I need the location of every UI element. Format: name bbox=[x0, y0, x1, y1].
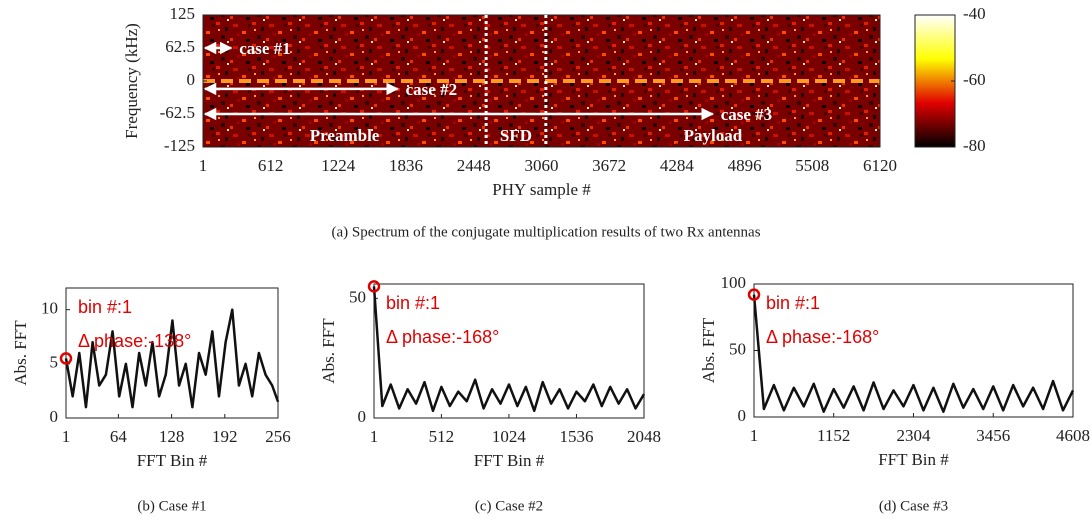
colorbar-tick-label: -80 bbox=[963, 136, 986, 155]
x-tick-label: 5508 bbox=[795, 156, 829, 175]
x-tick-label: 4284 bbox=[660, 156, 695, 175]
annotation: Δ phase:-168° bbox=[386, 327, 499, 347]
x-tick-label: 4608 bbox=[1056, 426, 1090, 445]
peak-marker bbox=[747, 288, 761, 301]
peak-marker bbox=[59, 352, 73, 365]
region-label: SFD bbox=[500, 126, 532, 145]
x-tick-label: 1024 bbox=[492, 427, 527, 446]
y-tick-label: 62.5 bbox=[165, 37, 195, 56]
x-tick-label: 612 bbox=[258, 156, 284, 175]
x-tick-label: 2448 bbox=[457, 156, 491, 175]
colorbar-tick-label: -40 bbox=[963, 4, 986, 23]
x-axis-label: FFT Bin # bbox=[474, 451, 545, 470]
x-tick-label: 128 bbox=[159, 427, 185, 446]
x-tick-label: 3672 bbox=[592, 156, 626, 175]
y-axis-label: Frequency (kHz) bbox=[122, 23, 141, 139]
x-tick-label: 512 bbox=[429, 427, 455, 446]
y-tick-label: 100 bbox=[721, 273, 747, 292]
case-label: case #1 bbox=[239, 39, 290, 58]
x-tick-label: 1536 bbox=[559, 427, 593, 446]
peak-marker bbox=[367, 280, 381, 293]
annotation: bin #:1 bbox=[78, 297, 132, 317]
caption: (d) Case #3 bbox=[879, 498, 948, 514]
x-tick-label: 1 bbox=[750, 426, 759, 445]
case-label: case #3 bbox=[721, 105, 772, 124]
charts: 1 612 1224 1836 2448 3060 3672 4284 4896 5508 6120… bbox=[11, 4, 1090, 515]
y-axis-label: Abs. FFT bbox=[319, 318, 338, 384]
region-label: Payload bbox=[684, 126, 743, 145]
x-tick-label: 256 bbox=[265, 427, 291, 446]
annotation: Δ phase:-138° bbox=[78, 331, 191, 351]
y-tick-label: -125 bbox=[164, 136, 195, 155]
fft-line bbox=[372, 286, 646, 413]
y-tick-label: -62.5 bbox=[160, 103, 195, 122]
annotation: Δ phase:-168° bbox=[766, 327, 879, 347]
y-tick-label: 0 bbox=[738, 406, 747, 425]
region-label: Preamble bbox=[310, 126, 380, 145]
y-tick-label: 0 bbox=[358, 407, 367, 426]
x-tick-label: 1224 bbox=[321, 156, 356, 175]
caption: (b) Case #1 bbox=[137, 498, 206, 514]
y-axis-label: Abs. FFT bbox=[699, 317, 718, 383]
x-tick-label: 192 bbox=[212, 427, 238, 446]
x-tick-label: 1 bbox=[370, 427, 379, 446]
x-axis-label: FFT Bin # bbox=[878, 450, 949, 469]
annotation: bin #:1 bbox=[766, 293, 820, 313]
x-axis-label: PHY sample # bbox=[492, 180, 591, 199]
y-tick-label: 10 bbox=[41, 299, 58, 318]
fft-line bbox=[752, 294, 1075, 413]
x-tick-label: 4896 bbox=[728, 156, 762, 175]
x-tick-label: 1 bbox=[199, 156, 208, 175]
y-tick-label: 125 bbox=[170, 4, 196, 23]
caption: (c) Case #2 bbox=[475, 498, 543, 514]
fft-line bbox=[64, 308, 280, 409]
y-axis-label: Abs. FFT bbox=[11, 320, 30, 386]
plot-frame bbox=[202, 14, 881, 148]
x-tick-label: 1836 bbox=[389, 156, 423, 175]
x-tick-label: 2048 bbox=[627, 427, 661, 446]
caption: (a) Spectrum of the conjugate multiplica… bbox=[331, 224, 760, 240]
y-tick-label: 50 bbox=[729, 339, 746, 358]
plot-frame bbox=[753, 283, 1074, 418]
x-tick-label: 3060 bbox=[524, 156, 558, 175]
x-tick-label: 6120 bbox=[863, 156, 897, 175]
y-tick-label: 0 bbox=[50, 407, 59, 426]
plot-frame bbox=[373, 283, 645, 419]
x-tick-label: 64 bbox=[110, 427, 128, 446]
x-tick-label: 1152 bbox=[817, 426, 850, 445]
y-tick-label: 5 bbox=[50, 353, 59, 372]
colorbar-tick-label: -60 bbox=[963, 70, 986, 89]
x-axis-label: FFT Bin # bbox=[137, 451, 208, 470]
annotation: bin #:1 bbox=[386, 293, 440, 313]
x-tick-label: 2304 bbox=[896, 426, 931, 445]
x-tick-label: 3456 bbox=[976, 426, 1010, 445]
case-label: case #2 bbox=[406, 80, 457, 99]
y-tick-label: 50 bbox=[349, 287, 366, 306]
colorbar bbox=[914, 14, 956, 148]
x-tick-label: 1 bbox=[62, 427, 71, 446]
y-tick-label: 0 bbox=[187, 70, 196, 89]
